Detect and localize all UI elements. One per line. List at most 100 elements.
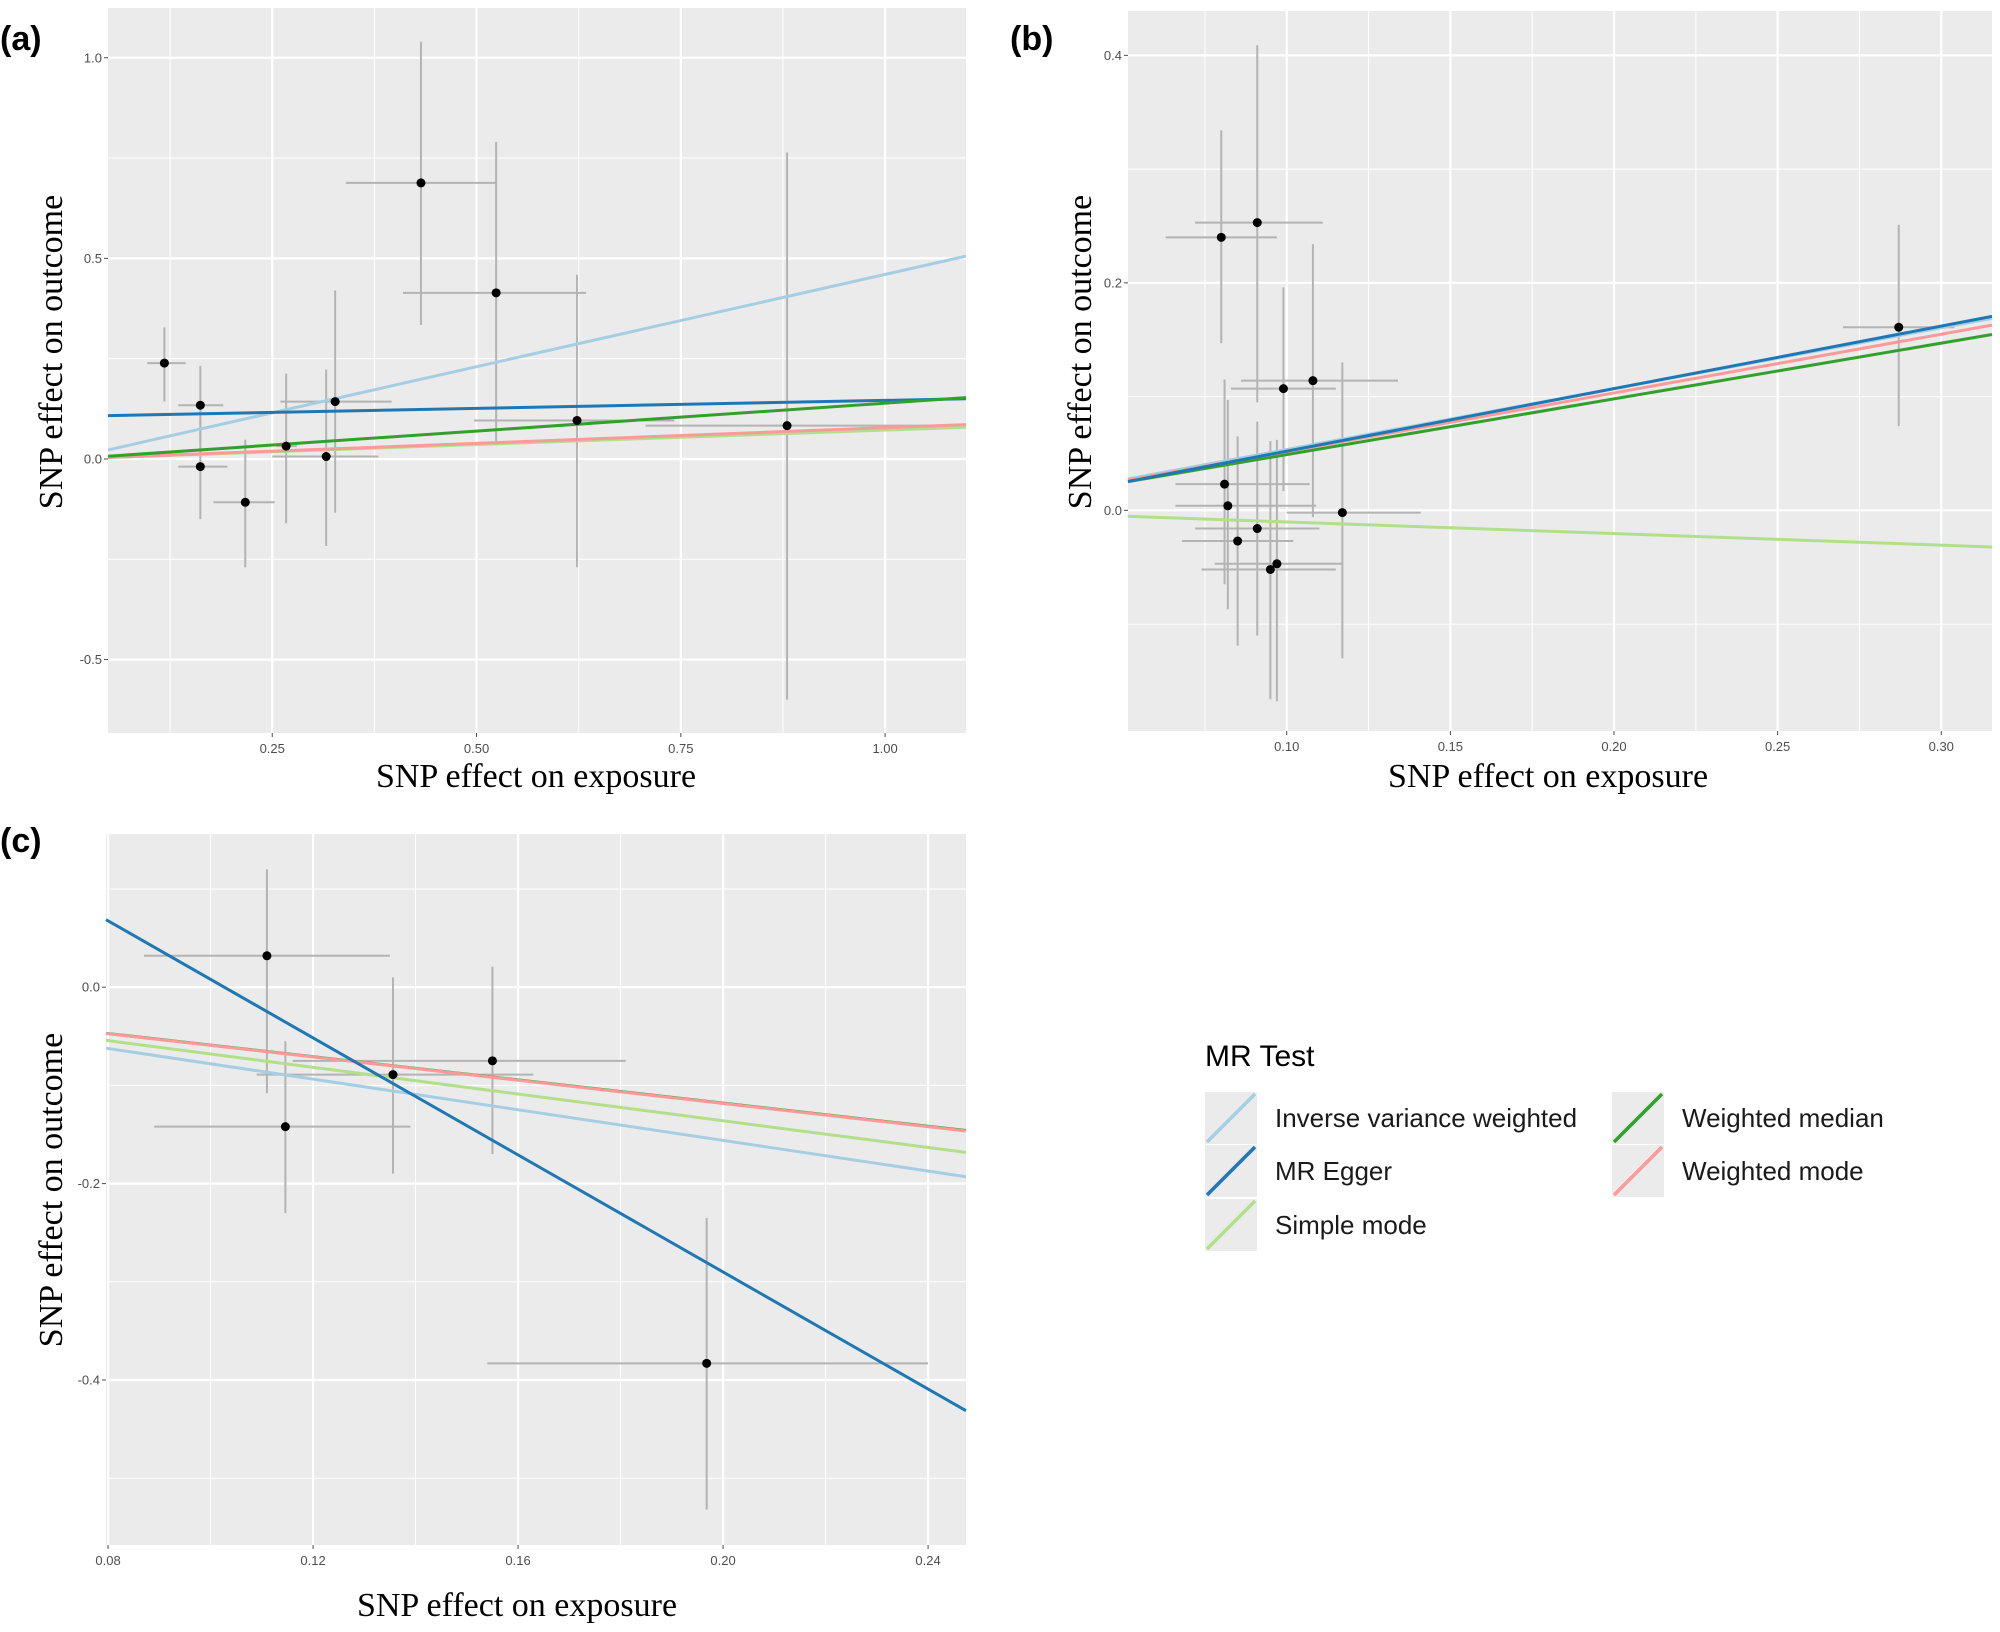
data-point [572, 415, 582, 425]
x-tick-label: 0.25 [260, 741, 285, 756]
data-point [1223, 501, 1233, 511]
regression-line-mr-egger [107, 397, 967, 418]
data-point [702, 1358, 712, 1368]
legend-item: MR Egger [1205, 1145, 1392, 1197]
y-axis-title: SNP effect on outcome [33, 1033, 70, 1347]
y-axis-title: SNP effect on outcome [33, 195, 70, 509]
data-point [1278, 384, 1288, 394]
x-tick-label: 0.50 [464, 741, 489, 756]
legend-label: Inverse variance weighted [1275, 1102, 1578, 1133]
x-tick-label: 0.20 [1601, 739, 1626, 754]
legend-swatch [1612, 1092, 1664, 1144]
x-tick-label: 0.08 [95, 1553, 120, 1568]
plot-background [106, 834, 966, 1545]
legend-swatch [1205, 1199, 1257, 1251]
x-axis-title: SNP effect on exposure [376, 758, 696, 795]
regression-line-mr-egger [1127, 314, 1993, 484]
data-point [1220, 479, 1230, 489]
x-axis-title: SNP effect on exposure [1388, 758, 1708, 795]
legend-swatch [1612, 1145, 1664, 1197]
data-point [195, 400, 205, 410]
x-tick-label: 0.24 [915, 1553, 940, 1568]
plot-area [107, 8, 967, 733]
legend-line-icon [1612, 1092, 1664, 1144]
legend-swatch [1205, 1145, 1257, 1197]
legend-line-icon [1612, 1145, 1664, 1197]
data-point [491, 288, 501, 298]
y-tick-label: 0.5 [84, 251, 102, 266]
plot-area [1127, 11, 1993, 731]
data-point [159, 358, 169, 368]
y-tick-label: 0.2 [1104, 275, 1122, 290]
x-tick-label: 0.10 [1274, 739, 1299, 754]
x-tick-label: 0.75 [668, 741, 693, 756]
legend-title: MR Test [1205, 1040, 1315, 1073]
data-point [280, 1122, 290, 1132]
x-tick-label: 0.20 [710, 1553, 735, 1568]
data-point [388, 1070, 398, 1080]
regression-line-weighted-mode [107, 423, 967, 459]
panel-label: (a) [0, 20, 42, 58]
data-point [1265, 564, 1275, 574]
y-tick-label: -0.5 [80, 652, 102, 667]
data-point [416, 178, 426, 188]
legend-item: Inverse variance weighted [1205, 1092, 1577, 1144]
data-point [1337, 508, 1347, 518]
data-point [1216, 232, 1226, 242]
legend-key [1205, 1199, 1257, 1251]
legend-label: Weighted median [1682, 1102, 1884, 1133]
legend-label: Weighted mode [1682, 1155, 1864, 1186]
data-point [240, 497, 250, 507]
legend-key [1612, 1145, 1664, 1197]
legend-line-icon [1205, 1145, 1257, 1197]
y-axis-title: SNP effect on outcome [1062, 195, 1099, 509]
legend-item: Weighted mode [1612, 1145, 1864, 1197]
data-point [195, 462, 205, 472]
legend-swatch [1205, 1092, 1257, 1144]
plot-background [108, 8, 966, 733]
legend-key [1205, 1145, 1257, 1197]
legend-item: Simple mode [1205, 1199, 1427, 1251]
panel-label: (b) [1010, 20, 1053, 58]
legend-label: MR Egger [1275, 1155, 1393, 1186]
data-point [1233, 536, 1243, 546]
panel-c: 0.08 0.12 0.16 0.20 0.24 -0.4 -0.2 0.0 (c) SNP ef… [0, 822, 967, 1624]
panel-a: 0.25 0.50 0.75 1.00 -0.5 0.0 0.5 1.0 (a) SNP effe… [0, 8, 967, 795]
y-tick-label: 0.0 [84, 451, 102, 466]
x-tick-label: 0.12 [300, 1553, 325, 1568]
y-tick-label: 1.0 [84, 50, 102, 65]
legend-line-icon [1205, 1199, 1257, 1251]
regression-line-simple-mode [1127, 514, 1993, 549]
plot-background [1128, 11, 1992, 731]
panel-label: (c) [0, 822, 42, 860]
data-point [1894, 322, 1904, 332]
x-tick-label: 0.15 [1438, 739, 1463, 754]
y-tick-label: 0.0 [1104, 503, 1122, 518]
data-point [487, 1056, 497, 1066]
data-point [1252, 218, 1262, 228]
regression-line-weighted-mode [105, 1031, 967, 1133]
regression-line-inverse-variance-weighted [107, 254, 967, 452]
legend-key [1205, 1092, 1257, 1144]
data-point [1252, 524, 1262, 534]
y-tick-label: 0.4 [1104, 48, 1122, 63]
legend-line-icon [1205, 1092, 1257, 1144]
y-tick-label: 0.0 [82, 980, 100, 995]
regression-line-mr-egger [105, 918, 967, 1413]
x-tick-label: 1.00 [872, 741, 897, 756]
data-point [1308, 376, 1318, 386]
y-tick-label: -0.4 [78, 1373, 100, 1388]
x-axis-title: SNP effect on exposure [357, 1587, 677, 1624]
legend-label: Simple mode [1275, 1209, 1427, 1240]
x-tick-label: 0.30 [1929, 739, 1954, 754]
data-point [281, 441, 291, 451]
legend-key [1612, 1092, 1664, 1144]
x-tick-label: 0.25 [1765, 739, 1790, 754]
legend-item: Weighted median [1612, 1092, 1884, 1144]
x-tick-label: 0.16 [505, 1553, 530, 1568]
data-point [1272, 559, 1282, 569]
panel-b: 0.10 0.15 0.20 0.25 0.30 0.0 0.2 0.4 (b) SNP effe… [1010, 11, 1993, 795]
regression-line-simple-mode [105, 1038, 967, 1154]
